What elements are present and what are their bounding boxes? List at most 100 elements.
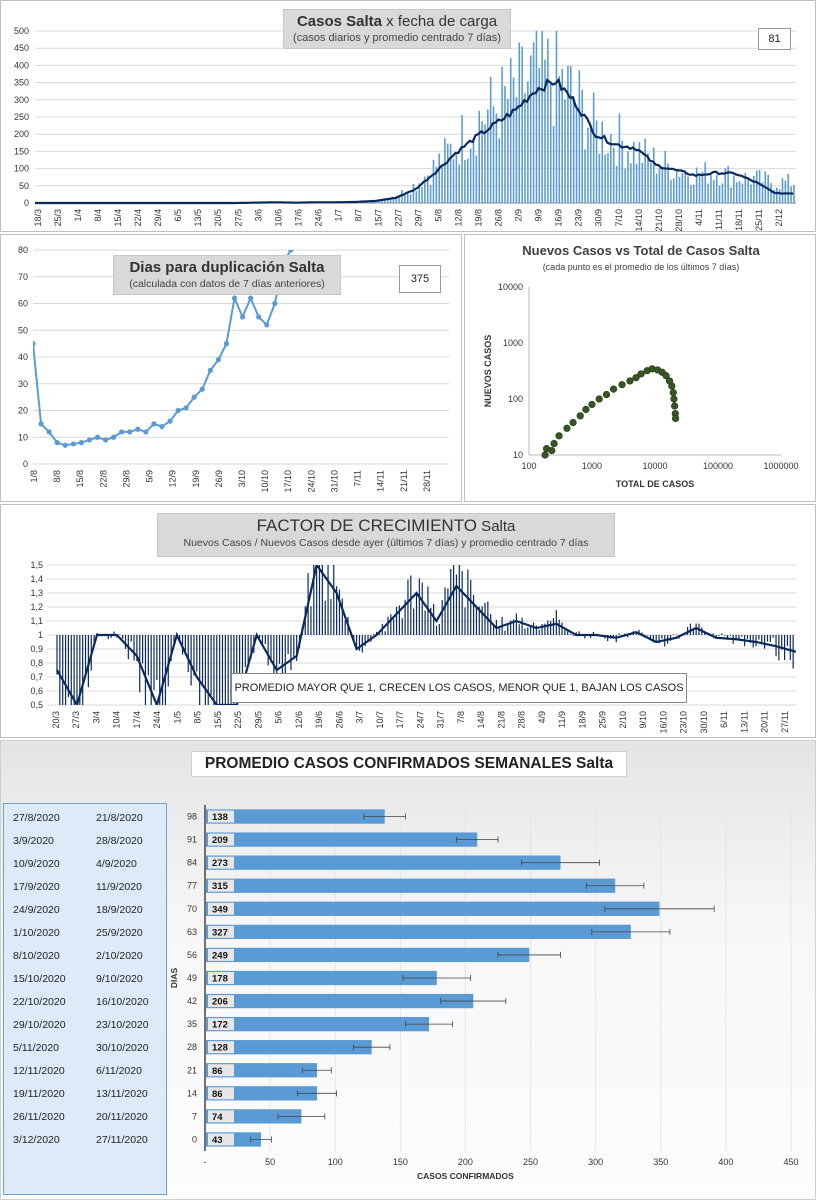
value-label-bg [208, 948, 234, 961]
daily-cases-title-bold: Casos Salta [296, 13, 382, 30]
scatter-point [632, 374, 640, 382]
x-tick-label: 18/3 [33, 209, 43, 227]
x-tick-label: 24/4 [152, 711, 162, 729]
week-end-date: 1/10/2020 [13, 926, 60, 939]
x-tick-label: 31/7 [436, 711, 446, 729]
daily-case-bar [466, 158, 469, 203]
days-label: 91 [187, 835, 197, 845]
daily-case-bar [632, 141, 635, 203]
y-tick-label: 0,8 [30, 658, 43, 668]
days-label: 77 [187, 881, 197, 891]
doubling-point [248, 295, 254, 301]
daily-case-bar [424, 176, 426, 203]
daily-case-bar [635, 163, 638, 203]
y-tick-label: 40 [18, 352, 28, 362]
week-end-date: 3/12/2020 [13, 1134, 60, 1147]
daily-case-bar [415, 191, 418, 203]
y-tick-label: 0,9 [30, 644, 43, 654]
scatter-point [609, 385, 618, 393]
doubling-point [135, 426, 141, 432]
daily-case-bar [569, 66, 572, 204]
daily-case-bar [687, 176, 689, 203]
x-tick-label: 3/10 [237, 470, 247, 488]
week-start-date: 4/9/2020 [96, 857, 137, 870]
x-tick-label: 15/5 [213, 711, 223, 729]
daily-cases-kpi: 81 [758, 28, 791, 50]
days-label: 14 [187, 1088, 197, 1098]
growth-factor-chart: 0,5 0,6 0,7 0,8 0,9 1 1,1 1,2 1,3 1,4 1,5 20/3 27/3 3… [30, 560, 796, 734]
daily-case-bar [644, 138, 646, 203]
daily-case-bar [421, 187, 423, 203]
daily-case-bar [607, 153, 609, 203]
days-label: 0 [192, 1134, 197, 1144]
daily-case-bar [770, 183, 772, 203]
x-tick-label: 8/5 [193, 711, 203, 724]
daily-case-bar [515, 97, 518, 203]
daily-case-bar [549, 83, 552, 203]
value-label-bg [208, 810, 234, 823]
week-start-date: 21/8/2020 [96, 811, 143, 824]
x-tick-label: 10/6 [273, 209, 283, 227]
daily-case-bar [758, 169, 761, 203]
daily-case-bar [564, 99, 566, 203]
daily-cases-subtitle: (casos diarios y promedio centrado 7 día… [293, 32, 501, 44]
daily-case-bar [727, 166, 729, 203]
daily-cases-title-rest: x fecha de carga [381, 13, 498, 30]
value-label-bg [208, 1041, 234, 1054]
x-tick-label: 2/9 [514, 209, 524, 222]
value-label: 172 [212, 1020, 228, 1031]
week-end-date: 15/10/2020 [13, 973, 66, 985]
week-start-date: 16/10/2020 [96, 996, 149, 1009]
daily-case-bar [612, 147, 615, 203]
x-tick-label: 21/10 [654, 209, 664, 232]
scatter-point [669, 389, 677, 397]
scatter-point [582, 405, 590, 414]
x-tick-label: 26/8 [494, 209, 504, 227]
daily-case-bar [429, 184, 432, 203]
x-tick-label: 2/12 [774, 209, 784, 227]
week-start-date: 30/10/2020 [96, 1042, 149, 1055]
doubling-point [272, 300, 278, 307]
doubling-point [54, 440, 60, 446]
new-vs-total-title: Nuevos Casos vs Total de Casos Salta [522, 243, 760, 258]
doubling-point [111, 434, 117, 440]
daily-case-bar [495, 113, 498, 203]
x-tick-label: - [204, 1157, 207, 1167]
value-label: 349 [212, 904, 228, 915]
daily-case-bar [684, 170, 686, 203]
x-axis-label: CASOS CONFIRMADOS [417, 1171, 514, 1181]
x-tick-label: 30/10 [699, 711, 709, 734]
week-start-date: 18/9/2020 [96, 903, 143, 916]
doubling-point [223, 341, 230, 347]
weekly-average-panel: -50 100 150 200 250 300 350 400 450 CASOS CONFIRM… [0, 740, 816, 1200]
growth-factor-subtitle: Nuevos Casos / Nuevos Casos desde ayer (… [183, 537, 589, 549]
daily-case-bar [698, 174, 701, 203]
week-start-date: 13/11/2020 [96, 1088, 148, 1101]
doubling-point [167, 418, 173, 424]
week-start-date: 27/11/2020 [96, 1134, 148, 1147]
week-end-date: 24/9/2020 [13, 903, 60, 916]
daily-case-bar [558, 76, 561, 203]
growth-factor-average-line [56, 565, 796, 705]
value-label: 128 [212, 1043, 228, 1054]
week-end-date: 19/11/2020 [13, 1088, 65, 1101]
x-tick-label: 28/10 [674, 209, 684, 232]
x-tick-label: 3/6 [253, 209, 263, 222]
days-label: 35 [187, 1019, 197, 1029]
value-label-bg [208, 1110, 234, 1123]
daily-case-bar [567, 65, 569, 204]
daily-case-bar [710, 175, 712, 203]
value-label-bg [208, 1087, 234, 1100]
x-tick-label: 14/8 [476, 711, 486, 729]
x-tick-label: 27/3 [71, 711, 81, 729]
daily-case-bar [452, 159, 455, 203]
doubling-point [119, 429, 125, 435]
week-end-date: 3/9/2020 [13, 834, 54, 847]
doubling-point [33, 341, 36, 347]
value-label: 273 [212, 858, 228, 869]
value-label-bg [208, 995, 234, 1008]
daily-case-bar [547, 38, 549, 204]
x-tick-label: 19/8 [474, 209, 484, 227]
scatter-point [576, 412, 584, 420]
daily-case-bar [384, 199, 386, 203]
